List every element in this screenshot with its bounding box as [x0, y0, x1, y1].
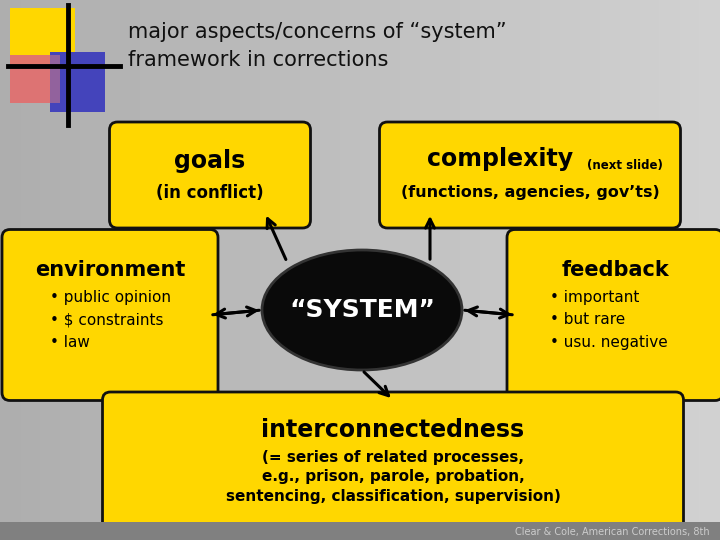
Text: complexity: complexity [427, 147, 573, 171]
Bar [10, 8, 75, 66]
Text: • public opinion
• $ constraints
• law: • public opinion • $ constraints • law [50, 291, 171, 350]
FancyBboxPatch shape [109, 122, 310, 228]
Text: (next slide): (next slide) [587, 159, 663, 172]
Text: Clear & Cole, American Corrections, 8th: Clear & Cole, American Corrections, 8th [516, 527, 710, 537]
Text: (= series of related processes,
e.g., prison, parole, probation,
sentencing, cla: (= series of related processes, e.g., pr… [225, 450, 560, 504]
FancyBboxPatch shape [2, 230, 218, 401]
FancyBboxPatch shape [102, 392, 683, 538]
Text: “SYSTEM”: “SYSTEM” [289, 298, 435, 322]
Text: goals: goals [174, 149, 246, 173]
Bar [50, 52, 105, 112]
Text: (functions, agencies, gov’ts): (functions, agencies, gov’ts) [400, 185, 660, 199]
FancyBboxPatch shape [507, 230, 720, 401]
Text: (in conflict): (in conflict) [156, 184, 264, 202]
Text: major aspects/concerns of “system”: major aspects/concerns of “system” [128, 22, 507, 42]
Text: framework in corrections: framework in corrections [128, 50, 388, 70]
FancyBboxPatch shape [379, 122, 680, 228]
Text: environment: environment [35, 260, 185, 280]
Ellipse shape [262, 250, 462, 370]
Bar [10, 55, 60, 103]
Text: • important
• but rare
• usu. negative: • important • but rare • usu. negative [550, 291, 667, 350]
Bar [0, 522, 720, 540]
Text: feedback: feedback [561, 260, 669, 280]
Bar [10, 55, 60, 103]
Text: interconnectedness: interconnectedness [261, 418, 525, 442]
